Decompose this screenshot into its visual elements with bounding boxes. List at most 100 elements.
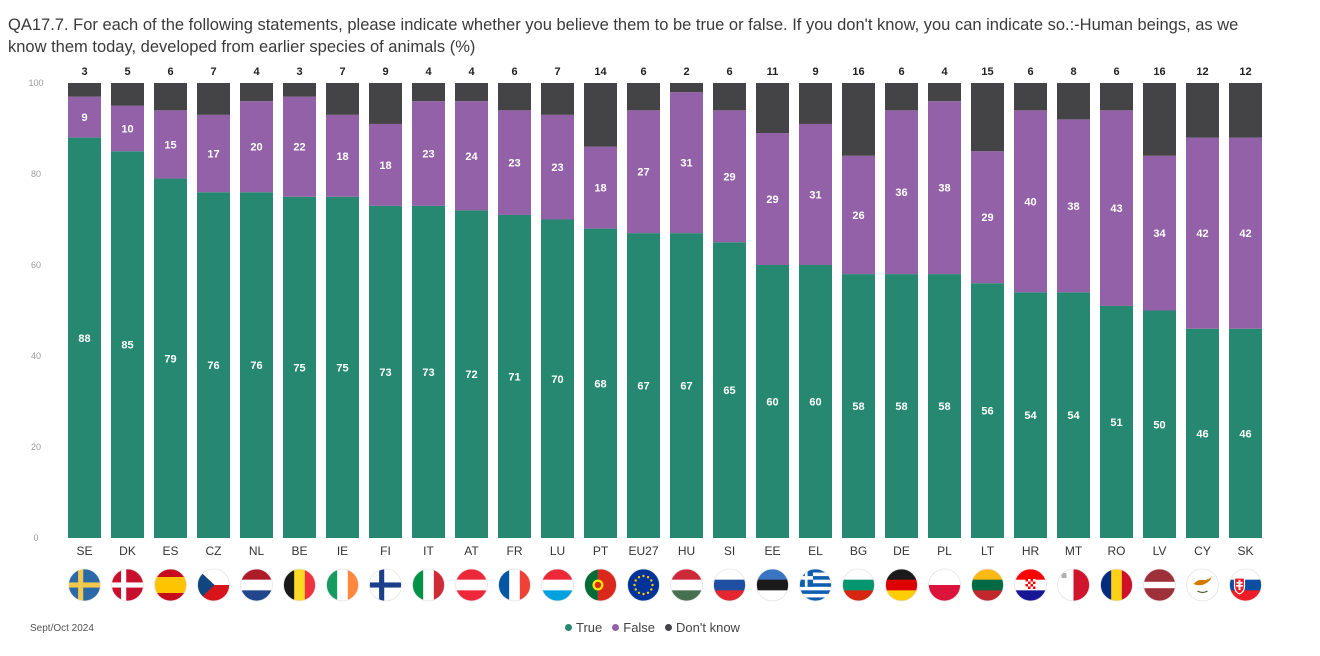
bar-group-pt: 68 18 14 PT	[584, 66, 617, 558]
data-label-false: 29	[723, 171, 735, 183]
flag-lu-icon	[541, 569, 574, 601]
bar-segment-dont-know	[68, 83, 101, 97]
bar-segment-dont-know	[584, 83, 617, 147]
data-label-true: 75	[336, 362, 348, 374]
data-label-false: 24	[465, 151, 478, 163]
bar-segment-false	[369, 123, 402, 206]
data-label-false: 38	[1067, 201, 1079, 213]
bar-segment-dont-know	[283, 83, 316, 97]
data-label-false: 40	[1024, 196, 1036, 208]
legend-label-false: False	[623, 620, 656, 635]
bar-segment-false	[197, 114, 230, 193]
bar-segment-true	[1100, 305, 1133, 538]
flag-outline	[1057, 568, 1090, 602]
flag-outline	[1229, 568, 1262, 602]
flag-sk-icon	[1229, 569, 1262, 601]
flag-mt-icon	[1057, 569, 1090, 601]
legend-item-true: True	[565, 620, 602, 635]
flag-outline	[713, 568, 746, 602]
data-label-true: 50	[1153, 419, 1165, 431]
flag-outline	[240, 568, 273, 602]
flag-el-icon	[799, 569, 832, 601]
data-label-dont-know: 6	[640, 66, 646, 78]
bar-group-lv: 50 34 16 LV	[1143, 66, 1176, 558]
y-tick-label: 100	[28, 78, 43, 88]
data-label-true: 65	[723, 385, 735, 397]
bar-group-cz: 76 17 7 CZ	[197, 66, 230, 558]
bar-segment-true	[240, 192, 273, 538]
bar-group-si: 65 29 6 SI	[713, 66, 746, 558]
data-label-dont-know: 4	[468, 66, 475, 78]
x-tick-label: FI	[380, 544, 391, 558]
bar-segment-false	[756, 133, 789, 265]
flag-outline	[326, 568, 359, 602]
bar-segment-false	[326, 114, 359, 197]
bar-segment-dont-know	[885, 83, 918, 111]
data-label-dont-know: 4	[253, 66, 260, 78]
y-tick-label: 20	[31, 442, 41, 452]
bar-segment-false	[1100, 110, 1133, 306]
bar-segment-false	[498, 110, 531, 215]
bar-segment-dont-know	[455, 83, 488, 102]
flag-fr-icon	[498, 569, 531, 601]
bar-segment-false	[842, 155, 875, 275]
flag-outline	[498, 568, 531, 602]
data-label-dont-know: 8	[1070, 66, 1076, 78]
x-tick-label: PT	[593, 544, 609, 558]
bar-segment-false	[971, 151, 1004, 284]
flag-cy-icon	[1186, 569, 1219, 601]
data-label-dont-know: 3	[296, 66, 302, 78]
bar-group-lu: 70 23 7 LU	[541, 66, 574, 558]
x-tick-label: IT	[423, 544, 434, 558]
flag-outline	[928, 568, 961, 602]
legend-label-dont-know: Don't know	[676, 620, 740, 635]
data-label-dont-know: 16	[1153, 66, 1165, 78]
data-label-true: 88	[78, 333, 90, 345]
bar-segment-true	[412, 205, 445, 538]
bar-segment-false	[412, 101, 445, 206]
bar-segment-dont-know	[799, 83, 832, 124]
bar-segment-true	[1057, 292, 1090, 538]
bar-segment-false	[670, 92, 703, 234]
x-tick-label: SI	[724, 544, 735, 558]
data-label-dont-know: 4	[425, 66, 432, 78]
bar-segment-dont-know	[1186, 83, 1219, 138]
data-label-true: 51	[1110, 417, 1122, 429]
data-label-dont-know: 14	[594, 66, 607, 78]
data-label-dont-know: 9	[382, 66, 388, 78]
data-label-true: 76	[207, 360, 219, 372]
flag-lt-icon	[971, 569, 1004, 601]
bar-segment-false	[584, 146, 617, 229]
data-label-dont-know: 2	[683, 66, 689, 78]
x-tick-label: DK	[119, 544, 136, 558]
data-label-true: 71	[508, 371, 520, 383]
data-label-true: 46	[1239, 428, 1251, 440]
x-tick-label: HU	[678, 544, 695, 558]
flag-outline	[1014, 568, 1047, 602]
data-label-false: 26	[852, 210, 864, 222]
bar-segment-dont-know	[842, 83, 875, 156]
bar-group-se: 88 9 3 SE	[68, 66, 101, 558]
bar-segment-true	[670, 233, 703, 538]
bar-group-nl: 76 20 4 NL	[240, 66, 273, 558]
x-tick-label: DE	[893, 544, 910, 558]
bar-segment-true	[154, 178, 187, 539]
bar-segment-false	[111, 105, 144, 152]
bar-segment-true	[971, 283, 1004, 538]
flag-si-icon	[713, 569, 746, 601]
bar-segment-dont-know	[713, 83, 746, 111]
bar-segment-false	[240, 101, 273, 193]
bar-segment-dont-know	[498, 83, 531, 111]
flag-be-icon	[283, 569, 316, 601]
bar-group-ro: 51 43 6 RO	[1100, 66, 1133, 558]
bar-segment-false	[713, 110, 746, 243]
flag-se-icon	[68, 569, 101, 601]
bar-segment-true	[283, 196, 316, 538]
flag-pl-icon	[928, 569, 961, 601]
bar-group-be: 75 22 3 BE	[283, 66, 316, 558]
legend-dot-dont-know	[665, 624, 673, 631]
data-label-dont-know: 7	[339, 66, 345, 78]
chart-legend: True False Don't know	[565, 620, 740, 635]
bar-group-sk: 46 42 12 SK	[1229, 66, 1262, 558]
bar-group-lt: 56 29 15 LT	[971, 66, 1004, 558]
